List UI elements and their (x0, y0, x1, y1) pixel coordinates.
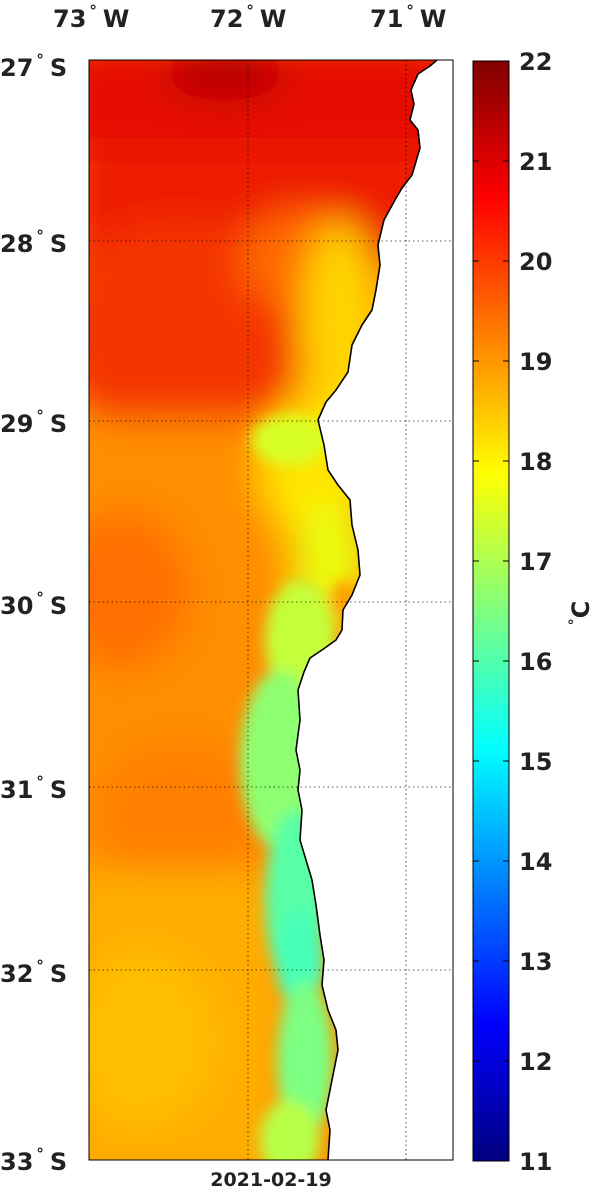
lat-label-27: 27 ° S (0, 51, 67, 82)
lat-label-30: 30 ° S (0, 589, 67, 620)
lon-label-73: 73 ° W (53, 2, 129, 33)
latitude-labels: 27 ° S 28 ° S 29 ° S 30 ° S 31 ° S 32 ° S 33 ° S (0, 51, 67, 1176)
lon-label-72: 72 ° W (210, 2, 286, 33)
colorbar-unit-label: °C (567, 601, 593, 626)
colorbar-tick-label: 21 (519, 148, 552, 176)
colorbar-tick-label: 17 (519, 548, 552, 576)
colorbar-tick-label: 15 (519, 748, 552, 776)
colorbar-tick-label: 14 (519, 848, 552, 876)
colorbar-tick-label: 11 (519, 1148, 552, 1176)
colorbar-tick-label: 22 (519, 48, 552, 76)
colorbar-tick-label: 18 (519, 448, 552, 476)
colorbar-tick-label: 19 (519, 348, 552, 376)
colorbar: 22 21 20 19 18 17 16 15 14 13 12 11 °C (472, 48, 593, 1176)
date-label: 2021-02-19 (210, 1169, 332, 1188)
lat-label-32: 32 ° S (0, 957, 67, 988)
map-frame (88, 59, 454, 1161)
coastline (295, 59, 438, 1161)
sst-field (89, 60, 437, 1160)
longitude-labels: 73 ° W 72 ° W 71 ° W (53, 2, 446, 33)
lat-label-28: 28 ° S (0, 227, 67, 258)
colorbar-gradient (472, 60, 510, 1162)
lat-label-33: 33 ° S (0, 1145, 67, 1176)
lat-label-31: 31 ° S (0, 773, 67, 804)
colorbar-tick-label: 12 (519, 1048, 552, 1076)
colorbar-ticks: 22 21 20 19 18 17 16 15 14 13 12 11 (473, 48, 552, 1176)
lat-label-29: 29 ° S (0, 407, 67, 438)
colorbar-tick-label: 16 (519, 648, 552, 676)
colorbar-tick-label: 13 (519, 948, 552, 976)
lon-label-71: 71 ° W (370, 2, 446, 33)
colorbar-tick-label: 20 (519, 248, 552, 276)
graticule (89, 60, 453, 1160)
